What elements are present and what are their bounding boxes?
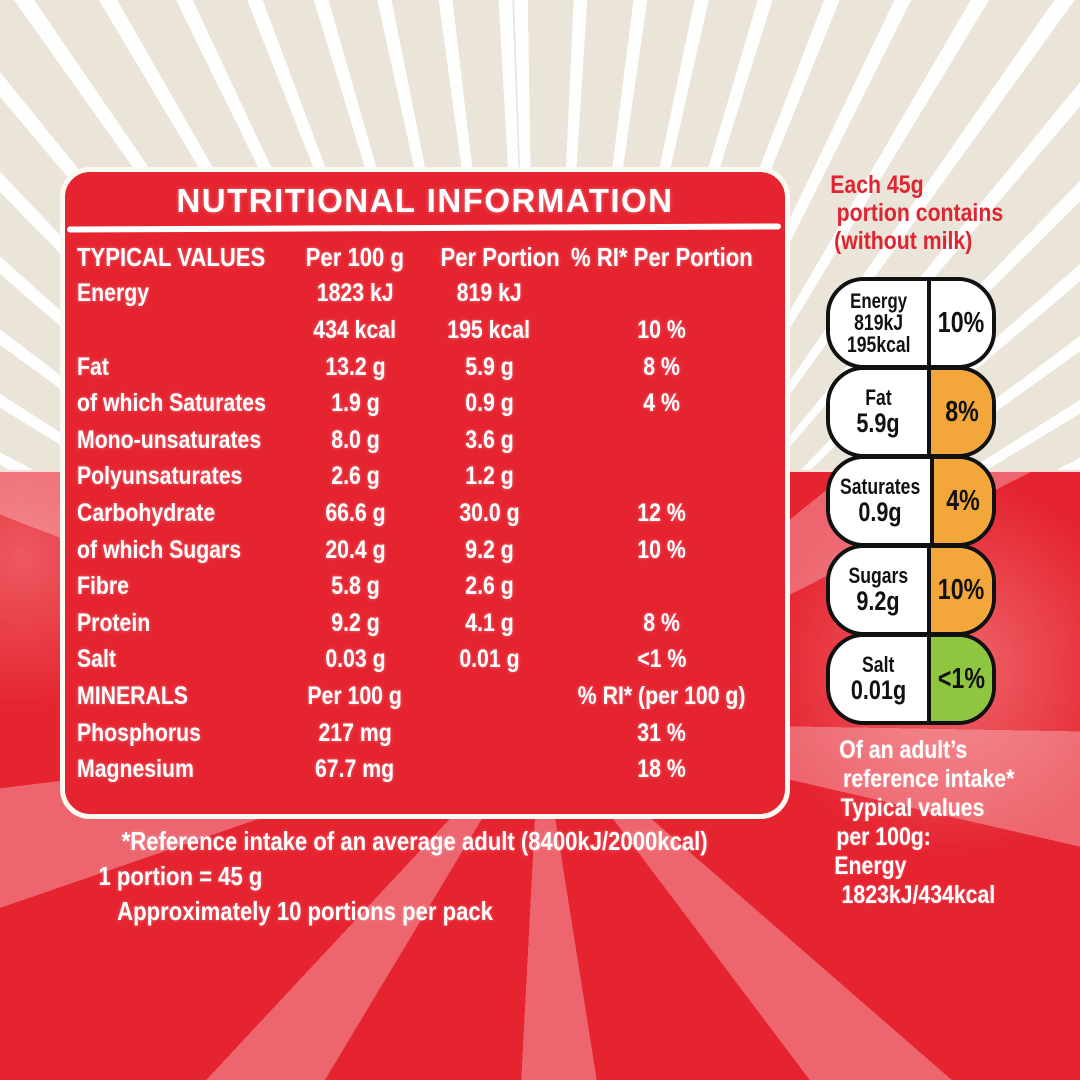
pill-ri-cell: 8% xyxy=(927,370,992,454)
table-header-row: TYPICAL VALUES Per 100 g Per Portion % R… xyxy=(77,239,779,276)
footnote-portion-size: 1 portion = 45 g xyxy=(98,861,263,891)
traffic-light-heading: Each 45g portion contains (without milk) xyxy=(830,171,1004,255)
nutrition-panel: NUTRITIONAL INFORMATION TYPICAL VALUES P… xyxy=(60,167,790,819)
table-row: Phosphorus 217 mg 31 % xyxy=(77,718,686,747)
table-row: Salt 0.03 g 0.01 g <1 % xyxy=(77,645,687,674)
col-ri-per-portion: % RI* Per Portion xyxy=(570,241,753,272)
table-row: 434 kcal 195 kcal 10 % xyxy=(313,315,686,344)
traffic-pill-energy: Energy 819kJ 195kcal 10% xyxy=(826,277,996,369)
pill-ri-cell: 10% xyxy=(927,548,992,632)
pill-nutrient-cell: Fat 5.9g xyxy=(830,370,927,454)
table-row: Magnesium 67.7 mg 18 % xyxy=(77,755,686,784)
table-row: Polyunsaturates 2.6 g 1.2 g xyxy=(77,462,514,491)
table-row: Fat 13.2 g 5.9 g 8 % xyxy=(77,352,680,381)
traffic-pill-salt: Salt 0.01g <1% xyxy=(826,633,996,725)
traffic-pill-sugars: Sugars 9.2g 10% xyxy=(826,544,996,636)
pill-nutrient-cell: Sugars 9.2g xyxy=(830,548,927,632)
table-row: of which Sugars 20.4 g 9.2 g 10 % xyxy=(77,535,686,564)
pill-ri-cell: 10% xyxy=(927,281,992,365)
col-per-100g: Per 100 g xyxy=(305,241,405,272)
table-row: Protein 9.2 g 4.1 g 8 % xyxy=(77,608,680,637)
table-row: Mono-unsaturates 8.0 g 3.6 g xyxy=(77,425,514,454)
title-underline xyxy=(66,223,782,233)
pill-ri-cell: <1% xyxy=(927,637,992,721)
table-row: of which Saturates 1.9 g 0.9 g 4 % xyxy=(77,389,680,418)
table-row: Carbohydrate 66.6 g 30.0 g 12 % xyxy=(77,498,686,527)
pill-nutrient-cell: Saturates 0.9g xyxy=(830,459,931,543)
traffic-light-footer: Of an adult’s reference intake* Typical … xyxy=(834,736,1015,909)
col-typical-values: TYPICAL VALUES xyxy=(77,241,266,272)
panel-title: NUTRITIONAL INFORMATION xyxy=(176,182,674,219)
traffic-pill-saturates: Saturates 0.9g 4% xyxy=(826,455,996,547)
footnotes: *Reference intake of an average adult (8… xyxy=(70,824,759,929)
traffic-light-pills: Energy 819kJ 195kcal 10% Fat 5.9g 8% Sat… xyxy=(826,277,996,725)
pill-nutrient-cell: Energy 819kJ 195kcal xyxy=(830,281,927,365)
pill-nutrient-cell: Salt 0.01g xyxy=(830,637,927,721)
table-row: Fibre 5.8 g 2.6 g xyxy=(77,572,514,601)
footnote-portions-per-pack: Approximately 10 portions per pack xyxy=(117,896,493,926)
footnote-reference-intake: *Reference intake of an average adult (8… xyxy=(121,826,708,856)
nutrition-table: TYPICAL VALUES Per 100 g Per Portion % R… xyxy=(77,239,779,788)
pill-ri-cell: 4% xyxy=(930,459,992,543)
table-row-minerals-header: MINERALS Per 100 g % RI* (per 100 g) xyxy=(77,681,746,710)
traffic-pill-fat: Fat 5.9g 8% xyxy=(826,366,996,458)
col-per-portion: Per Portion xyxy=(440,241,560,272)
table-row: Energy 1823 kJ 819 kJ xyxy=(77,279,522,308)
